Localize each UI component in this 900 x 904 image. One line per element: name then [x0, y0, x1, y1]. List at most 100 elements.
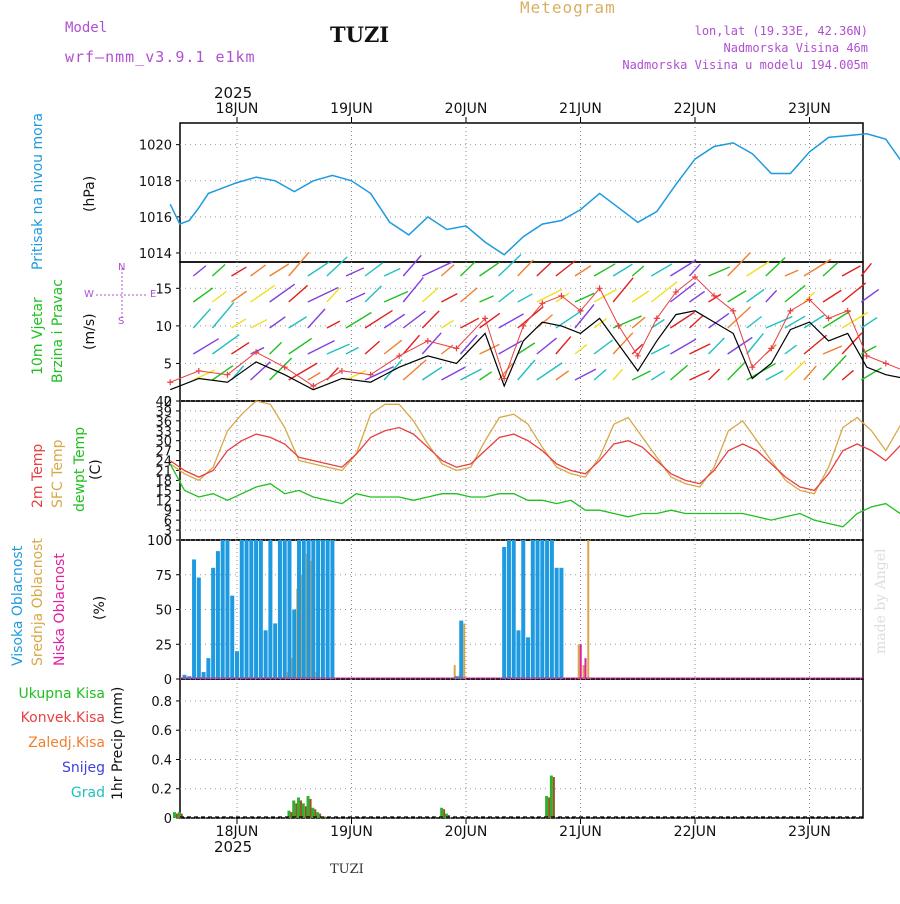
wind-arrow	[612, 277, 634, 303]
cloud-high-bar	[316, 540, 321, 679]
top-date-label: 18JUN	[216, 101, 259, 117]
precip-conv-bar	[304, 806, 307, 818]
temp-tick-label: 42	[155, 395, 172, 410]
wind-arrow	[326, 320, 341, 329]
cloud-mid-bar	[463, 623, 466, 679]
cloud-high-bar	[258, 540, 263, 679]
wind-arrow	[555, 260, 576, 277]
precip-total-bar	[444, 813, 448, 818]
precip-total-bar	[177, 812, 181, 818]
cloud-high-bar	[306, 540, 311, 679]
wind-arrow	[841, 282, 867, 303]
wind-arrow	[441, 366, 466, 381]
wind-speed-line	[169, 310, 900, 391]
wind-arrow	[555, 336, 572, 355]
wind-arrow	[517, 259, 534, 277]
cloud-high-bar	[268, 540, 273, 679]
station-footer: TUZI	[330, 862, 364, 877]
cloud-high-bar	[540, 540, 545, 679]
temp-tick-label: 18	[155, 474, 172, 489]
wind-arrow	[211, 302, 235, 329]
wind-arrow	[841, 311, 869, 329]
wind-arrow	[345, 267, 365, 277]
cloud-high-bar	[196, 577, 201, 679]
wind-arrow	[708, 312, 730, 329]
watermark: made by Angel	[873, 548, 889, 655]
wind-unit: (m/s)	[82, 313, 98, 350]
wind-arrow	[765, 369, 784, 381]
wind-tick-label: 10	[155, 320, 172, 335]
cloud-high-bar	[254, 540, 259, 679]
model-elevation-label: Nadmorska Visina u modelu 194.005m	[622, 58, 868, 72]
wind-arrow	[708, 368, 721, 381]
wind-arrow	[498, 289, 515, 303]
precip-tick-label: 0.4	[151, 753, 172, 768]
wind-arrow	[784, 344, 797, 355]
wind-tick-label: 5	[164, 357, 172, 372]
wind-arrow	[860, 345, 877, 355]
wind-arrow	[402, 254, 422, 277]
temp-tick-label: 6	[164, 514, 172, 529]
precip-label-snow: Snijeg	[61, 760, 105, 776]
bottom-date-label: 21JUN	[559, 824, 602, 840]
cloud-high-bar	[273, 623, 278, 679]
cloud-high-bar	[301, 540, 306, 679]
pressure-label: Pritisak na nivou mora	[30, 112, 46, 270]
wind-arrow	[192, 287, 214, 303]
cloud-high-bar	[225, 540, 230, 679]
cloud-high-bar	[511, 540, 516, 679]
bottom-date-label: 18JUN	[216, 824, 259, 840]
wind-arrow	[631, 290, 650, 303]
wind-gust-marker	[596, 285, 603, 292]
cloud-label-3: Niska Oblacnost	[52, 553, 68, 666]
wind-gust-marker	[539, 300, 546, 307]
wind-label-1: 10m Vjetar	[30, 297, 46, 375]
wind-arrow	[288, 337, 313, 355]
cloud-high-bar	[182, 674, 187, 679]
cloud-high-bar	[526, 637, 531, 679]
wind-arrow	[479, 312, 501, 329]
wind-arrow	[364, 309, 393, 329]
wind-arrow	[383, 339, 403, 355]
precip-conv-bar	[552, 777, 555, 818]
wind-tick-label: 15	[155, 282, 172, 297]
wind-arrow	[536, 262, 552, 277]
precip-conv-bar	[290, 812, 293, 818]
wind-arrow	[307, 261, 330, 277]
wind-arrow	[708, 337, 725, 355]
wind-arrow	[650, 318, 665, 329]
temp-tick-label: 36	[155, 415, 172, 430]
cloud-high-bar	[320, 540, 325, 679]
cloud-high-bar	[297, 540, 302, 679]
elevation-label: Nadmorska Visina 46m	[723, 41, 869, 55]
precip-total-bar	[287, 810, 291, 818]
wind-arrow	[536, 288, 563, 303]
wind-gust-marker	[844, 307, 851, 314]
wind-arrow	[250, 264, 267, 277]
wind-arrow	[250, 361, 271, 381]
precip-conv-bar	[548, 797, 551, 818]
precip-total-bar	[297, 797, 301, 818]
wind-arrow	[841, 369, 854, 381]
precip-conv-bar	[309, 798, 312, 818]
cloud-high-bar	[311, 540, 316, 679]
wind-arrow	[841, 265, 861, 277]
temp-unit: (C)	[88, 459, 104, 480]
precip-total-bar	[301, 803, 305, 818]
wind-arrow	[211, 290, 227, 303]
wind-arrow	[688, 315, 704, 329]
temp-2m-line	[169, 426, 900, 492]
wind-arrow	[345, 346, 359, 355]
wind-gust-line	[170, 276, 900, 387]
wind-arrow	[631, 316, 646, 329]
wind-arrow	[269, 283, 296, 303]
wind-arrow	[211, 365, 234, 381]
wind-arrow	[631, 370, 651, 381]
top-date-label: 23JUN	[788, 101, 831, 117]
wind-arrow	[746, 315, 762, 329]
wind-arrow	[803, 365, 817, 381]
wind-arrow	[402, 277, 424, 303]
precip-conv-bar	[180, 813, 183, 818]
wind-arrow	[421, 261, 453, 277]
wind-gust-marker	[768, 345, 775, 352]
